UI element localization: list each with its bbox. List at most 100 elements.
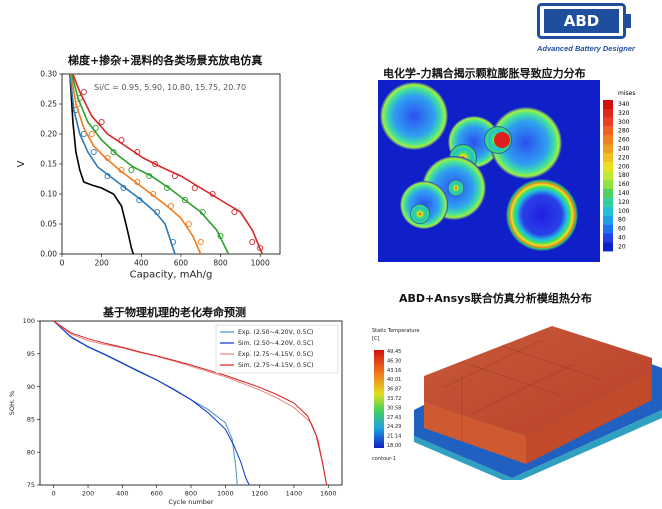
data-point bbox=[231, 208, 238, 216]
series-line-4 bbox=[71, 73, 230, 255]
stress-colorbar-tick: 100 bbox=[618, 208, 630, 215]
data-point bbox=[209, 190, 216, 198]
data-point bbox=[169, 238, 177, 246]
stress-colorbar-swatch bbox=[603, 117, 613, 127]
stress-colorbar-swatch bbox=[603, 126, 613, 136]
temp-colorbar-tick: 18.00 bbox=[387, 443, 401, 449]
y-tick-label: 75 bbox=[27, 481, 35, 489]
title-charge-discharge: 梯度+掺杂+混料的各类场景充放电仿真 bbox=[68, 54, 263, 67]
data-point bbox=[257, 244, 264, 252]
stress-colorbar-swatch bbox=[603, 197, 613, 207]
temp-colorbar-tick: 46.30 bbox=[387, 358, 401, 364]
data-point bbox=[120, 184, 127, 192]
y-tick-label: 0.00 bbox=[40, 250, 57, 259]
title-thermal: ABD+Ansys联合仿真分析模组热分布 bbox=[399, 292, 592, 305]
stress-colorbar-tick: 80 bbox=[618, 217, 626, 224]
temp-colorbar-tick: 30.58 bbox=[387, 405, 401, 411]
battery-terminal-icon bbox=[625, 14, 631, 28]
y-tick-label: 0.15 bbox=[40, 160, 57, 169]
title-stress: 电化学-力耦合揭示颗粒膨胀导致应力分布 bbox=[383, 67, 586, 80]
series-line-4 bbox=[53, 320, 328, 486]
y-tick-label: 100 bbox=[23, 317, 35, 325]
y-tick-label: 0.20 bbox=[40, 130, 57, 139]
stress-colorbar-tick: 180 bbox=[618, 172, 630, 179]
stress-colorbar-tick: 200 bbox=[618, 163, 630, 170]
logo-subtitle: Advanced Battery Designer bbox=[537, 44, 635, 53]
stress-colorbar-tick: 120 bbox=[618, 199, 630, 206]
temp-colorbar-tick: 33.72 bbox=[387, 396, 401, 402]
stress-colorbar-swatch bbox=[603, 180, 613, 190]
data-point bbox=[98, 118, 105, 126]
stress-colorbar-tick: 260 bbox=[618, 137, 630, 144]
stress-colorbar-swatch bbox=[603, 144, 613, 154]
data-point bbox=[199, 208, 206, 216]
temp-colorbar-tick: 27.43 bbox=[387, 415, 401, 421]
x-tick-label: 400 bbox=[116, 490, 128, 498]
stress-colorbar-tick: 160 bbox=[618, 181, 630, 188]
x-tick-label: 600 bbox=[174, 259, 189, 268]
x-tick-label: 800 bbox=[213, 259, 228, 268]
data-point bbox=[146, 172, 153, 180]
series-line-2 bbox=[69, 73, 176, 255]
legend-label: Exp. (2.75~4.15V, 0.5C) bbox=[238, 351, 313, 358]
stress-colorbar-swatch bbox=[603, 233, 613, 243]
data-point bbox=[90, 148, 97, 156]
temp-colorbar-tick: 43.16 bbox=[387, 368, 401, 374]
x-tick-label: 1400 bbox=[286, 490, 303, 498]
data-point bbox=[88, 130, 95, 138]
temp-colorbar-tick: 49.45 bbox=[387, 349, 401, 355]
x-tick-label: 1200 bbox=[251, 490, 268, 498]
temp-colorbar-tick: 24.29 bbox=[387, 424, 401, 430]
stress-colorbar-tick: 320 bbox=[618, 110, 630, 117]
data-point bbox=[249, 238, 256, 246]
data-point bbox=[104, 154, 111, 162]
stress-colorbar-swatch bbox=[603, 171, 613, 181]
stress-colorbar-title: mises bbox=[618, 90, 635, 97]
data-point bbox=[118, 136, 125, 144]
stress-colorbar-swatch bbox=[603, 242, 613, 252]
data-point bbox=[110, 148, 117, 156]
y-axis-label: V bbox=[16, 160, 27, 167]
x-tick-label: 1000 bbox=[217, 490, 234, 498]
thermal-map: Static Temperature [C] 49.45 46.30 43.16 40… bbox=[362, 318, 662, 480]
stress-colorbar-swatch bbox=[603, 215, 613, 225]
data-point bbox=[197, 238, 204, 246]
stress-colorbar-tick: 20 bbox=[618, 243, 626, 250]
data-point bbox=[152, 160, 159, 168]
temp-colorbar-tick: 36.87 bbox=[387, 387, 401, 393]
data-point bbox=[171, 172, 179, 180]
x-tick-label: 600 bbox=[150, 490, 162, 498]
series-line-1 bbox=[69, 73, 135, 255]
stress-colorbar-tick: 300 bbox=[618, 119, 630, 126]
y-tick-label: 0.05 bbox=[40, 220, 57, 229]
y-tick-label: 0.25 bbox=[40, 100, 57, 109]
series-line-3 bbox=[70, 73, 202, 255]
series-line-2 bbox=[53, 320, 250, 486]
stress-colorbar-swatch bbox=[603, 206, 613, 216]
legend-label: Sim. (2.50~4.20V, 0.5C) bbox=[238, 340, 314, 347]
y-tick-label: 0.10 bbox=[40, 190, 57, 199]
stress-colorbar-swatch bbox=[603, 162, 613, 172]
abd-logo: ABD bbox=[537, 3, 635, 39]
stress-colorbar-swatch bbox=[603, 108, 613, 118]
temp-colorbar-footer: contour-1 bbox=[372, 456, 396, 462]
x-tick-label: 0 bbox=[52, 490, 56, 498]
data-point bbox=[217, 232, 224, 240]
stress-colorbar-swatch bbox=[603, 100, 613, 109]
data-point bbox=[191, 184, 198, 192]
y-axis-label: SOH, % bbox=[8, 391, 16, 415]
logo-text: ABD bbox=[564, 12, 600, 30]
legend: Exp. (2.50~4.20V, 0.5C) Sim. (2.50~4.20V,… bbox=[215, 324, 339, 374]
data-point bbox=[134, 148, 141, 156]
legend-label: Exp. (2.50~4.20V, 0.5C) bbox=[238, 329, 313, 336]
data-point bbox=[92, 124, 99, 132]
stress-colorbar-tick: 280 bbox=[618, 128, 630, 135]
x-tick-label: 0 bbox=[60, 259, 65, 268]
si-c-annotation: Si/C = 0.95, 5.90, 10.80, 15.75, 20.70 bbox=[94, 83, 246, 92]
y-tick-label: 85 bbox=[27, 416, 35, 424]
data-point bbox=[128, 166, 135, 174]
legend-box bbox=[215, 324, 339, 374]
stress-colorbar-swatch bbox=[603, 135, 613, 145]
x-tick-label: 400 bbox=[134, 259, 149, 268]
